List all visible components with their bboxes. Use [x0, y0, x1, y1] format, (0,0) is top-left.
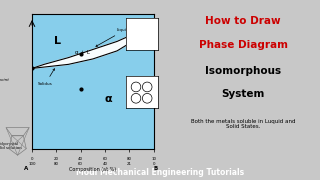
Text: Modi Mechanical Engineering Tutorials: Modi Mechanical Engineering Tutorials	[76, 168, 244, 177]
Text: Liquid solution
+
Crystallites of
Solid solution: Liquid solution + Crystallites of Solid …	[123, 85, 153, 103]
Text: Polycrystal
Solid solution: Polycrystal Solid solution	[0, 142, 22, 150]
Text: Liquid solution: Liquid solution	[123, 41, 153, 45]
Text: A: A	[24, 166, 28, 171]
Text: Solidus: Solidus	[38, 69, 54, 86]
Text: Phase Diagram: Phase Diagram	[199, 40, 288, 50]
Polygon shape	[32, 21, 154, 68]
Text: Liquidus: Liquidus	[96, 28, 134, 46]
Text: L: L	[54, 36, 61, 46]
Text: α + L: α + L	[75, 50, 89, 55]
Text: Isomorphous: Isomorphous	[205, 66, 281, 76]
Text: How to Draw: How to Draw	[205, 16, 281, 26]
Text: System: System	[221, 89, 265, 99]
X-axis label: Composition (at %): Composition (at %)	[69, 167, 116, 172]
Text: Both the metals soluble in Luquid and
Solid States.: Both the metals soluble in Luquid and So…	[191, 119, 295, 129]
Text: B: B	[154, 166, 158, 171]
Text: Melting point
of A: Melting point of A	[0, 78, 9, 86]
Text: α: α	[105, 94, 113, 104]
